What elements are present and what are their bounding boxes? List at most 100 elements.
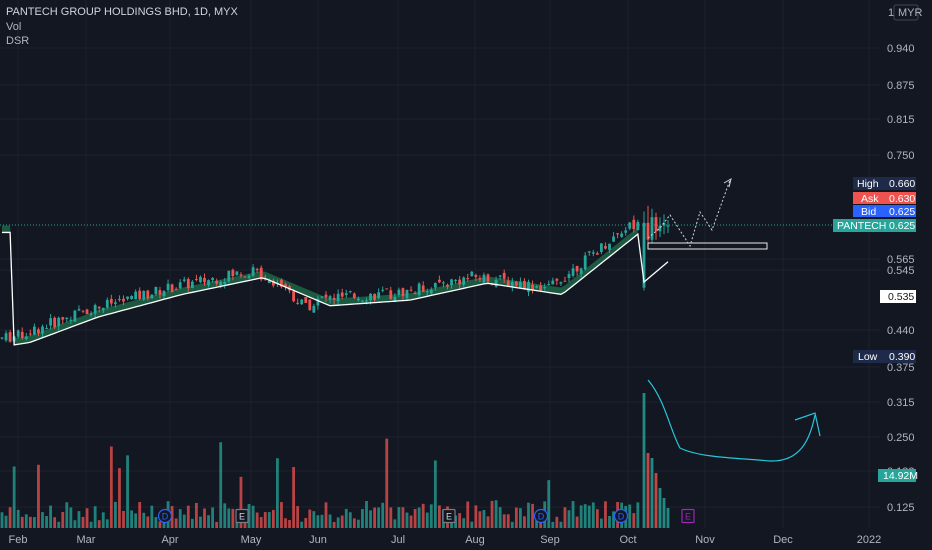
- candle-body: [425, 291, 429, 293]
- volume-bar: [642, 393, 646, 528]
- currency-badge[interactable]: 1 MYR: [888, 4, 923, 21]
- dividend-marker[interactable]: [533, 508, 549, 524]
- volume-bar: [650, 458, 654, 528]
- volume-curve-annotation[interactable]: [647, 379, 816, 462]
- volume-bar: [49, 505, 52, 528]
- price-tick-label: 0.815: [887, 114, 915, 126]
- volume-bar: [215, 521, 219, 528]
- candle-body: [417, 283, 421, 296]
- candle-body: [632, 219, 636, 230]
- candle-body: [478, 278, 482, 280]
- volume-bar: [69, 507, 73, 528]
- dividend-marker-label: D: [162, 512, 169, 522]
- volume-bar: [312, 511, 316, 528]
- candle-body: [636, 221, 640, 230]
- candle-body: [101, 307, 105, 311]
- volume-bar: [53, 517, 57, 528]
- earnings-marker[interactable]: [235, 508, 249, 524]
- time-tick-label: Oct: [619, 534, 636, 546]
- candle-body: [658, 225, 662, 232]
- candle-body: [662, 222, 666, 226]
- svg-text:MYR: MYR: [898, 7, 923, 19]
- dividend-marker-label: D: [618, 512, 625, 522]
- volume-bar: [357, 519, 360, 528]
- time-tick-label: May: [241, 534, 262, 546]
- volume-bar: [114, 501, 117, 528]
- volume-bar: [381, 502, 385, 528]
- volume-bar: [85, 508, 89, 528]
- candle-body: [69, 319, 73, 321]
- candle-body: [186, 279, 190, 289]
- candle-body: [502, 272, 506, 279]
- candle-body: [332, 297, 336, 300]
- volume-bar: [373, 507, 376, 528]
- time-tick-label: Aug: [465, 534, 485, 546]
- volume-bar: [409, 515, 413, 528]
- candle-body: [146, 290, 150, 299]
- projection-path[interactable]: [647, 179, 731, 248]
- volume-bar: [101, 512, 105, 528]
- candle-body: [575, 265, 579, 272]
- candle-body: [130, 296, 133, 299]
- candle-body: [105, 299, 109, 308]
- time-tick-label: Jul: [391, 534, 405, 546]
- volume-bar: [474, 505, 478, 528]
- candle-body: [442, 282, 445, 284]
- svg-text:PANTECH: PANTECH: [837, 220, 886, 232]
- candle-body: [381, 289, 385, 291]
- volume-bar: [433, 460, 437, 528]
- candle-body: [373, 293, 376, 300]
- volume-bar: [105, 519, 109, 528]
- candle-body: [421, 285, 425, 292]
- candle-body: [243, 276, 247, 278]
- time-axis[interactable]: Feb Mar Apr May Jun Jul Aug Sep Oct Nov Dec 2022: [9, 534, 882, 546]
- volume-bar: [348, 512, 352, 528]
- volume-bar: [510, 521, 514, 528]
- volume-bar: [263, 512, 267, 528]
- candle-body: [304, 297, 308, 303]
- svg-text:0.630: 0.630: [889, 193, 915, 205]
- candle-body: [583, 255, 587, 270]
- volume-bar: [559, 521, 563, 528]
- support-zone[interactable]: [647, 242, 768, 250]
- time-tick-label: Nov: [695, 534, 715, 546]
- candle-body: [170, 284, 174, 292]
- candle-body: [361, 300, 364, 302]
- svg-text:Ask: Ask: [861, 193, 879, 205]
- candle-body: [162, 291, 166, 297]
- candle-body: [126, 296, 129, 299]
- earnings-marker[interactable]: [442, 508, 456, 524]
- dividend-marker[interactable]: [613, 508, 629, 524]
- candle-body: [559, 282, 563, 284]
- earnings-marker[interactable]: [681, 508, 695, 524]
- candle-body: [16, 330, 20, 337]
- candle-body: [239, 274, 243, 276]
- volume-bar: [16, 509, 20, 528]
- price-tick-label: 0.940: [887, 43, 915, 55]
- volume-bar: [271, 509, 275, 528]
- volume-bar: [551, 521, 555, 528]
- volume-bar: [514, 507, 518, 528]
- volume-legend[interactable]: Vol: [6, 21, 22, 33]
- candle-body: [357, 298, 360, 301]
- earnings-marker-label: E: [239, 512, 245, 522]
- volume-bar: [61, 511, 65, 528]
- candle-body: [494, 279, 498, 287]
- candle-body: [551, 280, 555, 285]
- moving-average-line: [2, 231, 669, 346]
- price-tick-label: 0.250: [887, 432, 915, 444]
- price-tick-label: 0.315: [887, 397, 915, 409]
- dsr-legend[interactable]: DSR: [6, 35, 30, 47]
- volume-bar: [336, 517, 340, 528]
- candle-body: [624, 230, 628, 233]
- volume-bar: [300, 521, 304, 528]
- candle-body: [393, 296, 397, 302]
- volume-bar: [199, 516, 202, 528]
- bid-tag: Bid 0.625: [853, 205, 916, 218]
- candle-body: [49, 318, 52, 326]
- svg-text:0.625: 0.625: [889, 220, 915, 232]
- dividend-marker[interactable]: [157, 508, 173, 524]
